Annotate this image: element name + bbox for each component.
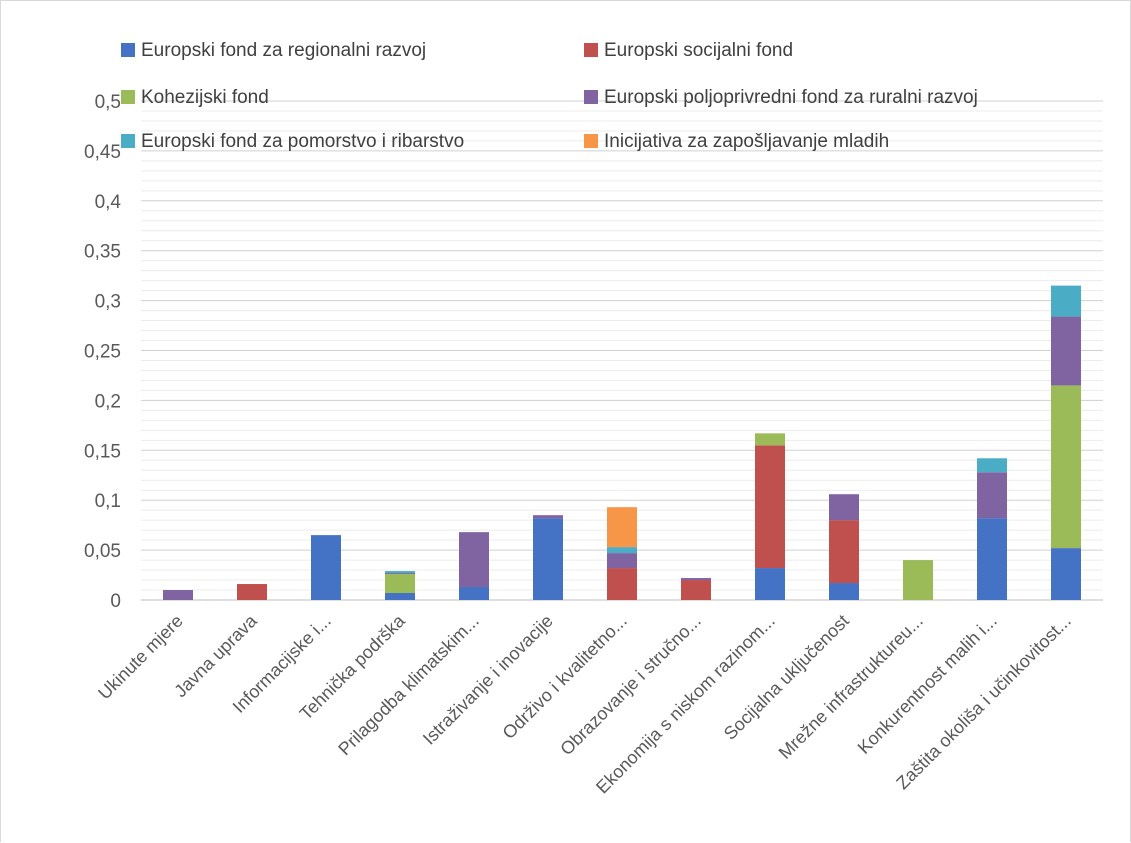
bar-segment: [163, 590, 193, 600]
bar-segment: [533, 518, 563, 600]
bar-segment: [755, 568, 785, 600]
gridlines: [141, 100, 1103, 591]
bar-segment: [755, 433, 785, 446]
bar-segment: [533, 515, 563, 519]
legend-label: Inicijativa za zapošljavanje mladih: [604, 131, 889, 152]
x-tick-label: Prilagodba klimatskim...: [334, 611, 483, 760]
bar-segment: [1051, 316, 1081, 386]
bar-segment: [681, 578, 711, 581]
bar-segment: [681, 580, 711, 600]
y-tick-label: 0,35: [84, 242, 121, 263]
legend-label: Europski fond za regionalni razvoj: [141, 40, 426, 61]
legend-swatch: [584, 90, 598, 104]
legend: Europski fond za regionalni razvoj Europs…: [121, 40, 978, 152]
legend-swatch: [121, 43, 135, 57]
bar-segment: [977, 518, 1007, 600]
bar-segment: [385, 573, 415, 575]
bar-segment: [385, 574, 415, 594]
y-tick-label: 0,25: [84, 342, 121, 363]
legend-label: Europski fond za pomorstvo i ribarstvo: [141, 131, 464, 152]
bars: [163, 285, 1081, 600]
y-tick-label: 0,4: [95, 192, 122, 213]
axis-labels: 00,050,10,150,20,250,30,350,40,450,5Ukin…: [84, 92, 1075, 797]
x-tick-label: Konkurentnost malih i...: [854, 611, 1001, 758]
legend-swatch: [121, 90, 135, 104]
bar-segment: [385, 571, 415, 574]
bar-segment: [607, 568, 637, 600]
bar-segment: [755, 445, 785, 569]
legend-swatch: [584, 134, 598, 148]
y-tick-label: 0,1: [95, 491, 121, 512]
legend-label: Kohezijski fond: [141, 87, 269, 108]
bar-segment: [1051, 285, 1081, 317]
y-tick-label: 0,5: [95, 92, 121, 113]
bar-segment: [829, 583, 859, 600]
legend-label: Europski poljoprivredni fond za ruralni …: [604, 87, 978, 108]
y-tick-label: 0,15: [84, 441, 121, 462]
bar-segment: [459, 532, 489, 588]
bar-segment: [1051, 385, 1081, 549]
bar-segment: [903, 560, 933, 600]
bar-segment: [607, 553, 637, 569]
x-tick-label: Obrazovanje i stručno...: [556, 611, 705, 760]
y-tick-label: 0,3: [95, 292, 121, 313]
y-tick-label: 0,05: [84, 541, 121, 562]
legend-label: Europski socijalni fond: [604, 40, 793, 61]
bar-segment: [829, 520, 859, 584]
bar-segment: [607, 547, 637, 554]
x-tick-label: Održivo i kvalitetno...: [499, 611, 631, 743]
bar-segment: [311, 535, 341, 600]
y-tick-label: 0,45: [84, 142, 121, 163]
y-tick-label: 0: [110, 591, 121, 612]
x-tick-label: Socijalna uključenost: [720, 611, 853, 744]
bar-segment: [977, 472, 1007, 519]
x-tick-label: Mrežne infrastruktureu...: [775, 611, 927, 763]
legend-swatch: [121, 134, 135, 148]
bar-segment: [607, 507, 637, 548]
bar-segment: [385, 593, 415, 600]
bar-segment: [237, 584, 267, 600]
bar-segment: [829, 494, 859, 521]
legend-swatch: [584, 43, 598, 57]
bar-segment: [977, 458, 1007, 473]
bar-segment: [1051, 548, 1081, 600]
x-tick-label: Istraživanje i inovacije: [419, 611, 557, 749]
bar-segment: [459, 587, 489, 600]
y-tick-label: 0,2: [95, 391, 121, 412]
